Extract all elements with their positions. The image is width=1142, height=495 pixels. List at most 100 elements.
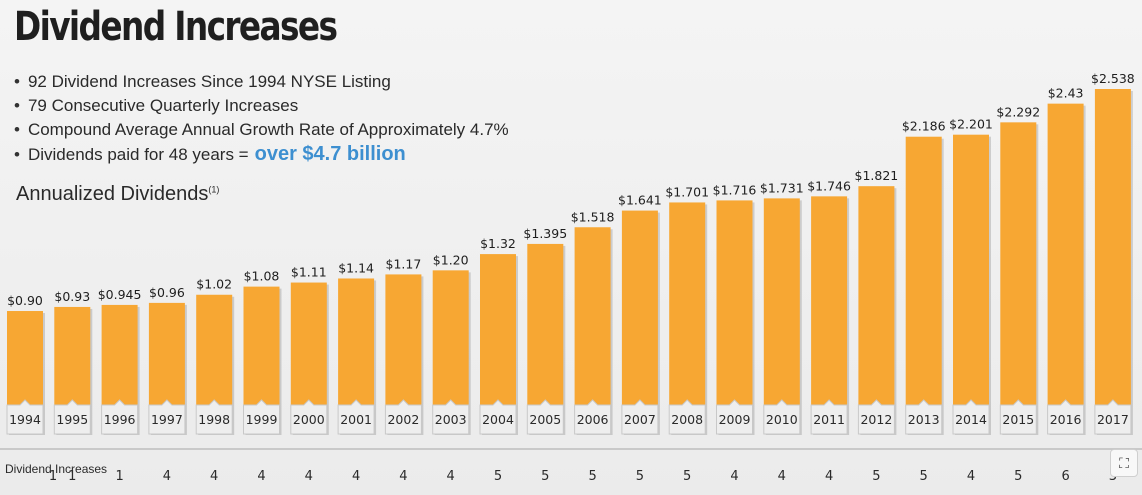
- year-box: [952, 399, 990, 435]
- year-box: [857, 399, 895, 435]
- bullet-text: 92 Dividend Increases Since 1994 NYSE Li…: [27, 72, 391, 91]
- bar-value-label: $1.17: [386, 256, 422, 271]
- bar-value-label: $2.201: [949, 117, 993, 132]
- dividend-increase-count: 4: [352, 469, 360, 484]
- bar-value-label: $1.641: [618, 193, 662, 208]
- bar: [716, 200, 753, 433]
- bar-value-label: $1.11: [291, 265, 327, 280]
- year-label: 1997: [151, 412, 183, 427]
- bullet-text: Compound Average Annual Growth Rate of A…: [27, 120, 509, 139]
- year-box: [716, 399, 753, 435]
- dividend-increase-count: 4: [305, 469, 313, 484]
- footnote-marker: (1): [208, 184, 220, 195]
- bar: [905, 136, 942, 433]
- year-label: 2012: [860, 412, 892, 427]
- year-label: 2017: [1097, 412, 1129, 427]
- year-box: [101, 399, 139, 435]
- year-box: [384, 399, 422, 435]
- year-box: [1094, 399, 1132, 435]
- bar: [1000, 122, 1037, 434]
- year-box: [337, 399, 375, 435]
- bar-value-label: $1.08: [244, 269, 280, 284]
- year-box: [1047, 399, 1085, 435]
- year-label: 2013: [908, 412, 940, 427]
- bar-value-label: $1.731: [760, 180, 804, 195]
- dividend-increase-count: 4: [447, 469, 455, 484]
- year-box: [621, 399, 659, 435]
- bar-value-label: $0.93: [54, 289, 90, 304]
- year-label: 2002: [387, 412, 419, 427]
- dividend-increase-count: 4: [210, 469, 218, 484]
- year-label: 2009: [719, 412, 751, 427]
- bar-value-label: $2.292: [996, 104, 1040, 119]
- year-label: 2010: [766, 412, 798, 427]
- year-box: [668, 399, 706, 435]
- bar-value-label: $0.945: [98, 287, 142, 302]
- bar: [621, 210, 658, 433]
- bullet-text: Dividends paid for 48 years =: [27, 145, 249, 164]
- bar-value-label: $1.14: [338, 260, 374, 275]
- dividend-increase-count: 5: [683, 469, 691, 484]
- year-box: [195, 399, 233, 435]
- increases-row-label: Dividend Increases: [5, 462, 108, 476]
- year-label: 2014: [955, 412, 987, 427]
- year-label: 1995: [56, 412, 88, 427]
- year-label: 1996: [104, 412, 136, 427]
- bar-value-label: $1.20: [433, 252, 469, 267]
- year-label: 2001: [340, 412, 372, 427]
- highlight-amount: over $4.7 billion: [254, 143, 406, 165]
- year-box: [243, 399, 280, 435]
- bar: [669, 202, 706, 433]
- year-label: 2006: [577, 412, 609, 427]
- bar-value-label: $1.518: [571, 209, 615, 224]
- dividend-increase-count: 5: [636, 469, 644, 484]
- year-label: 2011: [813, 412, 845, 427]
- dividend-increase-count: 5: [588, 469, 596, 484]
- dividend-increase-count: 5: [1014, 469, 1022, 484]
- year-box: [53, 399, 91, 435]
- year-label: 1998: [198, 412, 230, 427]
- year-box: [999, 399, 1037, 435]
- year-label: 1999: [246, 412, 278, 427]
- dividend-increase-count: 6: [1061, 469, 1069, 484]
- year-label: 2005: [529, 412, 561, 427]
- bar: [763, 198, 800, 433]
- bullet-item: 79 Consecutive Quarterly Increases: [14, 94, 509, 118]
- bullet-item: 92 Dividend Increases Since 1994 NYSE Li…: [14, 70, 509, 94]
- dividend-increase-count: 5: [494, 469, 502, 484]
- bar: [1047, 103, 1084, 433]
- bar: [953, 134, 989, 433]
- dividend-increase-count: 4: [825, 469, 833, 484]
- year-box: [810, 399, 848, 435]
- page-title: Dividend Increases: [14, 4, 338, 50]
- year-box: [905, 399, 943, 435]
- year-label: 2007: [624, 412, 656, 427]
- dividend-increase-count: 5: [872, 469, 880, 484]
- bar-value-label: $2.538: [1091, 71, 1135, 86]
- year-label: 2008: [671, 412, 703, 427]
- chart-subtitle-text: Annualized Dividends: [16, 183, 209, 205]
- bar: [574, 227, 611, 433]
- dividend-increase-count: 4: [967, 469, 975, 484]
- dividend-increase-count: 4: [730, 469, 738, 484]
- dividend-increase-count: 5: [920, 469, 928, 484]
- year-label: 2000: [293, 412, 325, 427]
- bar-value-label: $1.701: [665, 184, 709, 199]
- chart-subtitle: Annualized Dividends(1): [16, 183, 219, 206]
- year-box: [432, 399, 470, 435]
- dividend-increase-count: 4: [399, 469, 407, 484]
- year-box: [526, 399, 564, 435]
- year-label: 2003: [435, 412, 467, 427]
- bar-value-label: $1.821: [855, 168, 899, 183]
- bar-value-label: $1.32: [480, 236, 516, 251]
- expand-icon[interactable]: ⛶: [1110, 449, 1138, 477]
- year-box: [290, 399, 328, 435]
- year-label: 2016: [1050, 412, 1082, 427]
- bar-value-label: $1.395: [523, 226, 567, 241]
- year-box: [148, 399, 186, 435]
- bar-value-label: $0.96: [149, 285, 185, 300]
- bar: [858, 186, 895, 433]
- dividend-increase-count: 4: [163, 469, 171, 484]
- bar-value-label: $2.43: [1048, 86, 1084, 101]
